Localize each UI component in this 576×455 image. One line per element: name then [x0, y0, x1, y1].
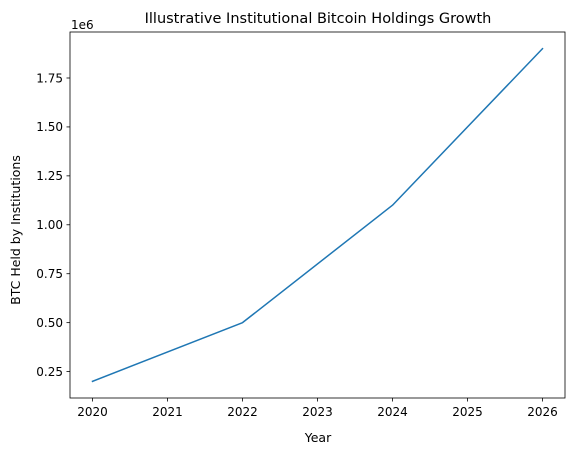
x-tick-label: 2024	[377, 405, 408, 419]
y-tick-label: 0.50	[36, 316, 63, 330]
y-axis-offset-label: 1e6	[71, 18, 94, 32]
y-axis-label: BTC Held by Institutions	[8, 155, 23, 305]
x-tick-label: 2022	[227, 405, 258, 419]
x-tick-label: 2021	[152, 405, 183, 419]
y-tick-label: 0.75	[36, 267, 63, 281]
chart-title: Illustrative Institutional Bitcoin Holdi…	[145, 11, 492, 27]
x-axis-label: Year	[304, 430, 332, 445]
y-tick-label: 1.75	[36, 71, 63, 85]
y-tick-label: 0.25	[36, 365, 63, 379]
x-tick-label: 2025	[452, 405, 483, 419]
y-tick-label: 1.00	[36, 218, 63, 232]
plot-frame	[69, 31, 566, 399]
series-line-0	[91, 47, 544, 383]
x-tick-label: 2020	[77, 405, 108, 419]
y-tick-label: 1.25	[36, 169, 63, 183]
y-tick-label: 1.50	[36, 120, 63, 134]
plot-area: 2020 2021 2022 2023 2024 2025 2026 0.25 0.50 0.75…	[36, 31, 566, 419]
x-tick-label: 2026	[527, 405, 558, 419]
x-tick-label: 2023	[302, 405, 333, 419]
